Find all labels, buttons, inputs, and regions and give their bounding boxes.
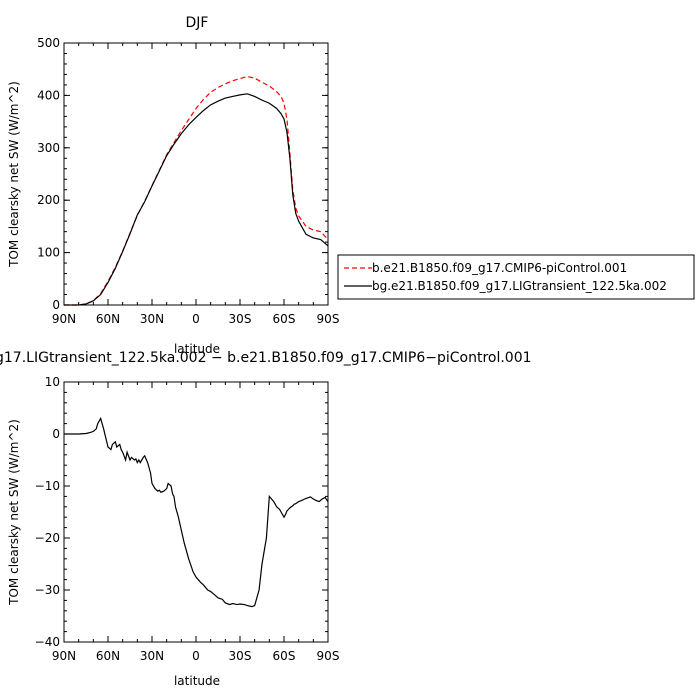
panel-bottom-frame (63, 381, 329, 643)
panel-bottom-ytick-label: 10 (45, 375, 60, 389)
panel-top-ytick-label: 0 (52, 298, 60, 312)
panel-bottom-ytick-label: −30 (35, 583, 60, 597)
panel-bottom-xtick-label: 90S (317, 649, 340, 663)
panel-top-xtick-label: 90S (317, 312, 340, 326)
panel-bottom-ytick-label: 0 (52, 427, 60, 441)
panel-bottom-ytick-label: −20 (35, 531, 60, 545)
panel-top-ytick-label: 500 (37, 36, 60, 50)
panel-bottom-series (64, 416, 329, 608)
panel-bottom-ytick-label: −40 (35, 635, 60, 649)
panel-top-series (64, 75, 329, 306)
panel-top-title: DJF (186, 15, 209, 31)
panel-top-ytick-label: 200 (37, 193, 60, 207)
panel-bottom-title: bg.e21.B1850.f09_g17.LIGtransient_122.5k… (0, 350, 532, 366)
panel-top-ylabel: TOM clearsky net SW (W/m^2) (7, 81, 21, 268)
panel-bottom-xtick-label: 0 (192, 649, 200, 663)
panel-bottom-ytick-label: −10 (35, 479, 60, 493)
panel-bottom-xlabel: latitude (174, 674, 220, 688)
panel-top-ytick-label: 400 (37, 88, 60, 102)
panel-bottom-xtick-label: 60S (273, 649, 296, 663)
panel-bottom-ylabel: TOM clearsky net SW (W/m^2) (7, 419, 21, 606)
panel-top-xtick-label: 90N (52, 312, 76, 326)
panel-top-axes: 90N 60N 30N 0 30S 60S 90S 0 100 200 300 400 500 (37, 36, 339, 326)
panel-top-xtick-label: 60N (96, 312, 120, 326)
panel-top-xtick-label: 30S (229, 312, 252, 326)
panel-top-series-line-0 (64, 75, 329, 306)
panel-top-series-line-1 (64, 93, 329, 306)
legend-label-ligtransient: bg.e21.B1850.f09_g17.LIGtransient_122.5k… (372, 279, 667, 293)
panel-bottom-xtick-label: 30S (229, 649, 252, 663)
panel-bottom: bg.e21.B1850.f09_g17.LIGtransient_122.5k… (0, 350, 532, 688)
panel-bottom-series-line-0 (64, 416, 329, 608)
panel-bottom-xtick-label: 60N (96, 649, 120, 663)
panel-top-ylabel-text: TOM clearsky net SW (W/m^2) (7, 81, 21, 268)
panel-top-xtick-label: 30N (140, 312, 164, 326)
panel-top-xlabel: latitude (174, 342, 220, 356)
legend-label-control: b.e21.B1850.f09_g17.CMIP6-piControl.001 (372, 261, 627, 275)
panel-top: DJF TOM clearsky net SW (W/m^2) latitude… (7, 15, 339, 356)
panel-bottom-xtick-label: 90N (52, 649, 76, 663)
panel-top-ytick-label: 100 (37, 246, 60, 260)
panel-bottom-xtick-label: 30N (140, 649, 164, 663)
panel-top-frame (63, 42, 329, 306)
legend: b.e21.B1850.f09_g17.CMIP6-piControl.001 … (337, 254, 695, 300)
panel-top-xtick-label: 0 (192, 312, 200, 326)
panel-top-xtick-label: 60S (273, 312, 296, 326)
panel-top-ytick-label: 300 (37, 141, 60, 155)
panel-bottom-axes: 90N 60N 30N 0 30S 60S 90S 10 0 −10 −20 −30 −40 (35, 375, 340, 663)
panel-bottom-ylabel-text: TOM clearsky net SW (W/m^2) (7, 419, 21, 606)
legend-box (337, 254, 695, 300)
